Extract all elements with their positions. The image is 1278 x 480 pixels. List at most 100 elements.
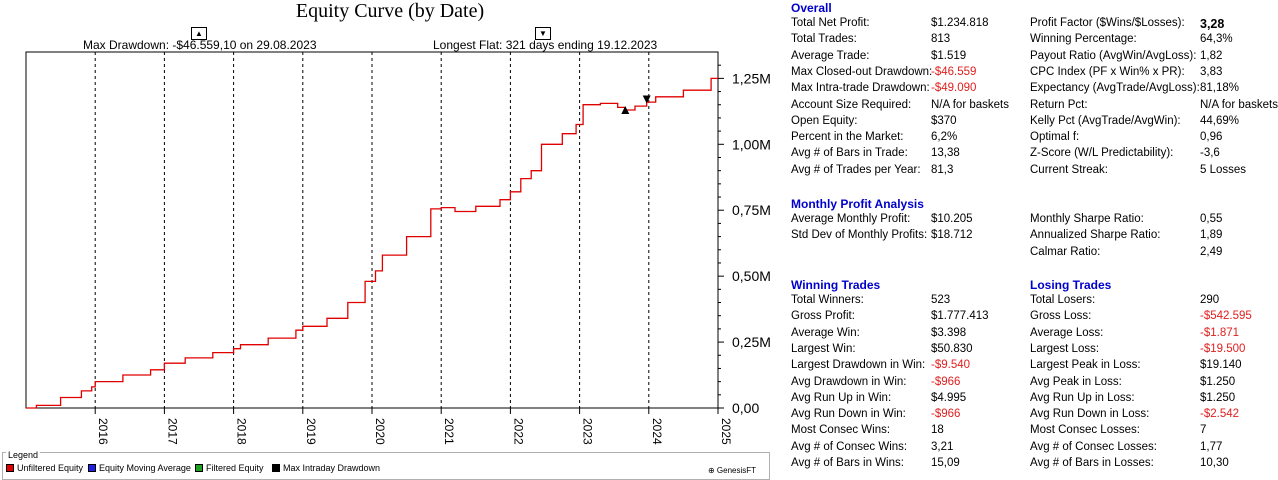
stat-label: Most Consec Wins: [791, 424, 891, 437]
max-intraday-drawdown-swatch [272, 464, 280, 472]
statistics-panel: Overall Total Net Profit: $1.234.818 Total… [790, 0, 1278, 480]
stat-label: Most Consec Losses: [1030, 424, 1140, 437]
legend-label: Filtered Equity [206, 463, 264, 473]
x-tick-label: 2021 [442, 418, 456, 445]
stat-value: -$9.540 [931, 359, 971, 372]
longest-flat-nav-button[interactable]: ▼ [535, 27, 551, 40]
stat-value: 64,3% [1200, 33, 1233, 46]
y-tick-label: 1,00M [732, 136, 771, 152]
stat-value: 523 [931, 294, 951, 306]
stat-label: Total Winners: [791, 294, 864, 306]
legend-item-unfiltered-equity[interactable]: Unfiltered Equity [6, 463, 83, 473]
y-tick-label: 0,00 [732, 400, 759, 416]
stat-value: $19.140 [1200, 359, 1242, 372]
stat-label: Current Streak: [1030, 163, 1108, 176]
stat-label: Payout Ratio (AvgWin/AvgLoss): [1030, 49, 1197, 62]
stat-label: Kelly Pct (AvgTrade/AvgWin): [1030, 114, 1181, 127]
stat-label: Avg # of Consec Wins: [791, 440, 908, 453]
stat-label: Largest Loss: [1030, 342, 1100, 355]
y-tick-label: 0,75M [732, 202, 771, 218]
stat-label: Total Trades: [791, 33, 857, 46]
stat-value: $1.250 [1200, 375, 1236, 388]
legend-item-max-intraday-drawdown[interactable]: Max Intraday Drawdown [272, 463, 380, 473]
x-tick-label: 2023 [581, 418, 595, 445]
legend-item-filtered-equity[interactable]: Filtered Equity [195, 463, 264, 473]
stat-value: 3,83 [1200, 65, 1223, 78]
stat-value: 18 [931, 424, 944, 437]
stat-label: Gross Loss: [1030, 310, 1092, 323]
stat-value: 0,96 [1200, 131, 1223, 144]
stat-value: 7 [1200, 424, 1207, 437]
stat-label: Optimal f: [1030, 131, 1080, 144]
section-title-monthly: Monthly Profit Analysis [791, 197, 924, 211]
legend-item-equity-moving-average[interactable]: Equity Moving Average [88, 463, 191, 473]
equity-line-unfiltered [26, 77, 719, 409]
stat-value: 44,69% [1200, 114, 1240, 127]
max-drawdown-note: Max Drawdown: -$46.559,10 on 29.08.2023 [83, 38, 317, 52]
stat-label: Open Equity: [791, 114, 858, 127]
stat-label: Z-Score (W/L Predictability): [1030, 147, 1174, 160]
stat-label: Largest Peak in Loss: [1030, 359, 1141, 372]
stat-label: Avg # of Bars in Trade: [791, 147, 908, 160]
stat-label: Max Intra-trade Drawdown: [791, 82, 930, 95]
stat-value: -$966 [931, 408, 961, 421]
chart-title: Equity Curve (by Date) [295, 0, 485, 22]
stat-label: Return Pct: [1030, 98, 1088, 111]
series-layer [26, 77, 719, 409]
unfiltered-equity-swatch [6, 464, 14, 472]
filtered-equity-swatch [195, 464, 203, 472]
stat-value: 1,82 [1200, 49, 1223, 62]
stat-value: 290 [1200, 294, 1220, 306]
y-tick-label: 1,25M [732, 70, 771, 86]
stat-label: Avg # of Consec Losses: [1030, 440, 1157, 453]
stat-label: Gross Profit: [791, 310, 855, 323]
stat-label: Average Trade: [791, 49, 870, 62]
stat-value: N/A for baskets [1200, 98, 1278, 111]
x-axis: 2016 2017 2018 2019 2020 2021 2022 2023 2024 2025 [94, 408, 733, 445]
x-tick-label: 2019 [304, 418, 318, 445]
stat-label: Calmar Ratio: [1030, 245, 1101, 258]
stat-label: Avg # of Bars in Losses: [1030, 457, 1154, 469]
stat-value: $3.398 [931, 326, 967, 339]
stat-label: Annualized Sharpe Ratio: [1030, 229, 1161, 242]
stat-label: Percent in the Market: [791, 131, 904, 144]
stat-value: 3,28 [1200, 17, 1225, 31]
x-tick-label: 2016 [96, 418, 110, 445]
genesisft-logo: ⊕ GenesisFT [708, 466, 757, 475]
grid-lines [94, 52, 719, 408]
stat-label: CPC Index (PF x Win% x PR): [1030, 65, 1185, 78]
stat-value: -$46.559 [931, 65, 977, 78]
x-tick-label: 2022 [511, 418, 525, 445]
stat-value: -3,6 [1200, 147, 1220, 160]
stat-label: Profit Factor ($Wins/$Losses): [1030, 17, 1185, 29]
section-title-losing: Losing Trades [1030, 278, 1112, 292]
max-drawdown-nav-button[interactable]: ▲ [191, 27, 207, 40]
stat-value: -$1.871 [1200, 326, 1240, 339]
x-tick-label: 2017 [165, 418, 179, 445]
section-title-winning: Winning Trades [791, 278, 881, 292]
section-title-overall: Overall [791, 1, 832, 15]
stat-label: Largest Win: [791, 342, 856, 355]
stat-value: N/A for baskets [931, 98, 1009, 111]
stat-value: 15,09 [931, 457, 960, 469]
stat-label: Avg # of Trades per Year: [791, 163, 921, 176]
stat-label: Std Dev of Monthly Profits: [791, 229, 928, 242]
legend-label: Unfiltered Equity [17, 463, 84, 473]
stat-label: Avg Run Down in Loss: [1030, 408, 1150, 421]
stat-label: Total Net Profit: [791, 17, 870, 29]
stat-label: Monthly Sharpe Ratio: [1030, 213, 1144, 225]
stat-value: -$49.090 [931, 82, 977, 95]
legend-label: Equity Moving Average [99, 463, 191, 473]
stat-value: -$966 [931, 375, 961, 388]
stat-label: Avg Peak in Loss: [1030, 375, 1122, 388]
stat-value: 1,89 [1200, 229, 1223, 242]
legend-title: Legend [6, 450, 41, 460]
y-axis: 0,00 0,25M 0,50M 0,75M 1,00M 1,25M [718, 64, 771, 416]
stat-value: -$542.595 [1200, 310, 1252, 323]
legend-label: Max Intraday Drawdown [283, 463, 381, 473]
stat-label: Total Losers: [1030, 294, 1096, 306]
longest-flat-note: Longest Flat: 321 days ending 19.12.2023 [433, 38, 658, 52]
stat-label: Avg Run Down in Win: [791, 408, 906, 421]
stat-label: Average Loss: [1030, 326, 1104, 339]
stat-label: Average Win: [791, 326, 860, 339]
